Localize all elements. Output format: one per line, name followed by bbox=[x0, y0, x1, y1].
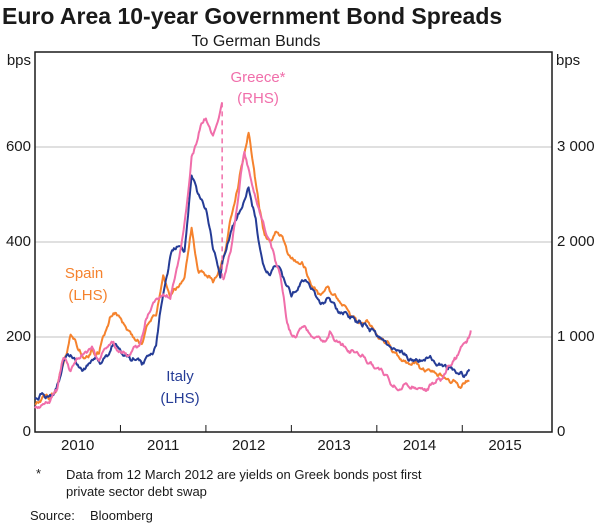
series-label-greece-axis: (RHS) bbox=[237, 90, 279, 107]
footnote-marker: * bbox=[36, 466, 42, 481]
italy-line bbox=[34, 174, 471, 401]
left-axis-unit: bps bbox=[6, 52, 31, 69]
plot-frame bbox=[34, 51, 553, 433]
right-axis-tick-label: 1 000 bbox=[557, 328, 595, 345]
greece-line bbox=[34, 102, 224, 410]
left-axis-tick-label: 200 bbox=[5, 328, 31, 345]
footnote-text: Data from 12 March 2012 are yields on Gr… bbox=[66, 467, 422, 499]
series-label-spain: Spain bbox=[64, 265, 104, 282]
x-axis-year-label: 2012 bbox=[231, 437, 266, 454]
source-label: Source: bbox=[30, 508, 75, 523]
series-label-italy-axis: (LHS) bbox=[160, 390, 200, 407]
x-axis-year-label: 2014 bbox=[402, 437, 437, 454]
left-axis-tick-label: 600 bbox=[5, 138, 31, 155]
x-axis-year-label: 2013 bbox=[317, 437, 351, 454]
right-axis-unit: bps bbox=[556, 52, 581, 69]
right-axis-tick-label: 2 000 bbox=[557, 233, 595, 250]
source-value: Bloomberg bbox=[90, 508, 153, 523]
series-label-italy: Italy bbox=[166, 368, 194, 385]
left-axis-tick-label: 0 bbox=[22, 423, 31, 440]
x-axis-year-label: 2015 bbox=[488, 437, 522, 454]
right-axis-tick-label: 0 bbox=[557, 423, 566, 440]
greece-line bbox=[222, 150, 472, 392]
series-label-spain-axis: (LHS) bbox=[68, 287, 108, 304]
x-axis-year-label: 2011 bbox=[147, 437, 180, 454]
spain-line bbox=[34, 131, 470, 405]
left-axis-tick-label: 400 bbox=[5, 233, 31, 250]
x-axis-year-label: 2010 bbox=[61, 437, 95, 454]
chart-subtitle: To German Bunds bbox=[191, 33, 321, 50]
chart-title: Euro Area 10-year Government Bond Spread… bbox=[2, 3, 503, 29]
right-axis-tick-label: 3 000 bbox=[557, 138, 595, 155]
series-label-greece: Greece* bbox=[230, 69, 286, 86]
